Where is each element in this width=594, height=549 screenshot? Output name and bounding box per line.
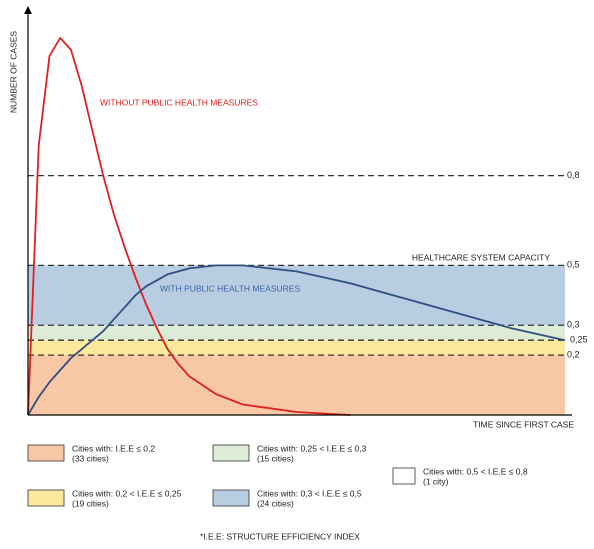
band: [28, 340, 565, 356]
y-tick-label: 0,3: [567, 320, 580, 330]
band: [28, 265, 565, 326]
series-line: [27, 264, 566, 416]
band: [28, 175, 565, 266]
legend-label: Cities with: 0,25 < I.E.E ≤ 0,3: [257, 443, 367, 453]
legend-swatch: [212, 489, 250, 507]
series-label: WITH PUBLIC HEALTH MEASURES: [160, 283, 300, 293]
series-label: WITHOUT PUBLIC HEALTH MEASURES: [100, 97, 258, 107]
legend-label: Cities with: 0,2 < I.E.E ≤ 0,25: [72, 488, 182, 498]
legend-label: Cities with: 0,3 < I.E.E ≤ 0,5: [257, 488, 362, 498]
y-tick-label: 0,5: [567, 260, 580, 270]
legend-label: Cities with: I.E.E ≤ 0,2: [72, 443, 155, 453]
x-axis-label: TIME SINCE FIRST CASE: [473, 419, 574, 429]
band: [28, 355, 565, 415]
legend-swatch: [27, 489, 65, 507]
y-axis-label: NUMBER OF CASES: [8, 31, 18, 114]
legend-count: (33 cities): [72, 453, 109, 463]
band: [28, 325, 565, 341]
y-tick-label: 0,2: [567, 350, 580, 360]
legend: Cities with: I.E.E ≤ 0,2(33 cities) Citie…: [27, 443, 528, 508]
lines: [27, 37, 566, 416]
legend-swatch: [212, 444, 250, 462]
footnote: *I.E.E: STRUCTURE EFFICIENCY INDEX: [200, 531, 360, 541]
bands: [28, 175, 565, 415]
y-tick-label: 0,25: [570, 335, 588, 345]
capacity-label: HEALTHCARE SYSTEM CAPACITY: [412, 252, 550, 262]
legend-count: (19 cities): [72, 498, 109, 508]
y-axis-arrow: [24, 6, 32, 14]
y-tick-label: 0,8: [567, 170, 580, 180]
series-line: [27, 37, 351, 416]
legend-swatch: [27, 444, 65, 462]
legend-label: Cities with: 0,5 < I.E.E ≤ 0,8: [423, 466, 528, 476]
legend-count: (24 cities): [257, 498, 294, 508]
legend-count: (15 cities): [257, 453, 294, 463]
legend-swatch: [392, 467, 416, 485]
legend-count: (1 city): [423, 476, 449, 486]
grid: 0,2 0,25 0,3 0,5 0,8: [28, 170, 588, 360]
